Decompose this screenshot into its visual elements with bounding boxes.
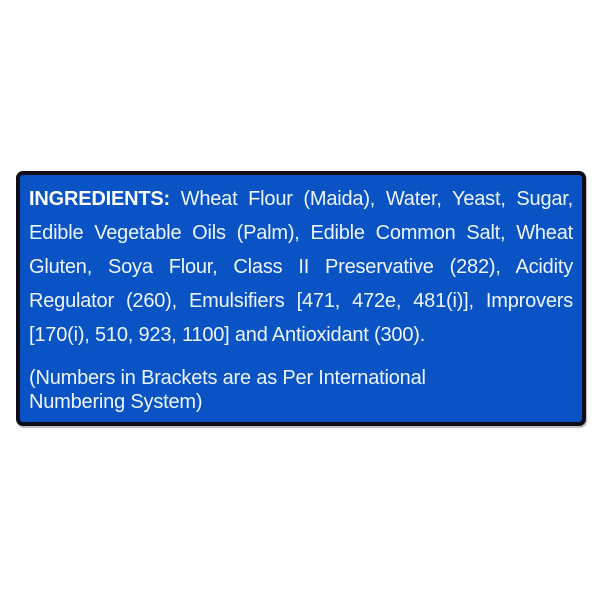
note-line-text: Numbering System) <box>29 391 203 413</box>
ingredients-line-text: Wheat Flour (Maida), Water, Yeast, Sugar… <box>180 188 574 210</box>
ingredients-line: Gluten, Soya Flour, Class II Preservativ… <box>29 250 573 284</box>
ingredients-line: Regulator (260), Emulsifiers [471, 472e,… <box>29 284 573 318</box>
ingredients-heading: INGREDIENTS: <box>29 188 170 210</box>
ingredients-label-panel: INGREDIENTS: Wheat Flour (Maida), Water,… <box>16 171 586 426</box>
ingredients-line-text: Edible Vegetable Oils (Palm), Edible Com… <box>29 222 573 244</box>
note-line: (Numbers in Brackets are as Per Internat… <box>29 366 573 390</box>
ingredients-paragraph: INGREDIENTS: Wheat Flour (Maida), Water,… <box>29 182 573 352</box>
ingredients-line-text: Gluten, Soya Flour, Class II Preservativ… <box>29 256 573 278</box>
numbering-note: (Numbers in Brackets are as Per Internat… <box>29 366 573 414</box>
note-line: Numbering System) <box>29 390 573 414</box>
note-line-text: (Numbers in Brackets are as Per Internat… <box>29 367 426 389</box>
ingredients-line: [170(i), 510, 923, 1100] and Antioxidant… <box>29 318 573 352</box>
ingredients-line-text: [170(i), 510, 923, 1100] and Antioxidant… <box>29 324 426 346</box>
ingredients-line: INGREDIENTS: Wheat Flour (Maida), Water,… <box>29 182 573 216</box>
ingredients-line-text: Regulator (260), Emulsifiers [471, 472e,… <box>29 290 573 312</box>
ingredients-line: Edible Vegetable Oils (Palm), Edible Com… <box>29 216 573 250</box>
